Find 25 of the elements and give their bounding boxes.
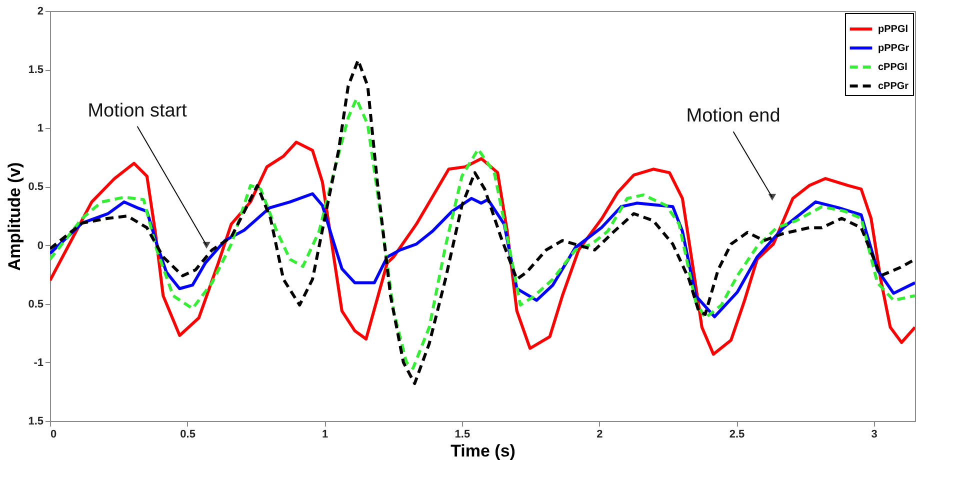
y-tick-label: 1 [37,122,44,135]
x-tick-label: 0 [50,428,57,440]
x-tick-label: 3 [871,428,878,440]
legend-label: pPPGl [878,24,908,35]
x-tick-label: 1 [322,428,328,440]
annotation: Motion start [88,100,188,122]
legend-label: cPPGl [878,62,908,73]
y-tick-label: 1.5 [28,416,44,428]
y-tick-label: 1.5 [28,64,44,76]
annotation: Motion end [686,106,780,127]
y-tick-label: 2 [37,6,44,18]
y-tick-label: 0.5 [28,298,44,310]
legend-label: cPPGr [878,81,909,92]
y-tick-label: 0.5 [28,181,44,194]
y-tick-label: 0 [37,240,44,252]
line-series [50,58,915,386]
x-tick-label: 2 [596,428,603,440]
y-tick-label: -1 [34,356,44,369]
x-axis-title: Time (s) [450,442,516,460]
line-series [50,97,915,370]
y-axis-title: Amplitude (v) [5,162,24,271]
x-tick-label: 0.5 [180,428,196,440]
legend-label: pPPGr [878,43,910,54]
x-tick-label: 1.5 [454,428,470,440]
x-tick-label: 2.5 [729,428,745,440]
